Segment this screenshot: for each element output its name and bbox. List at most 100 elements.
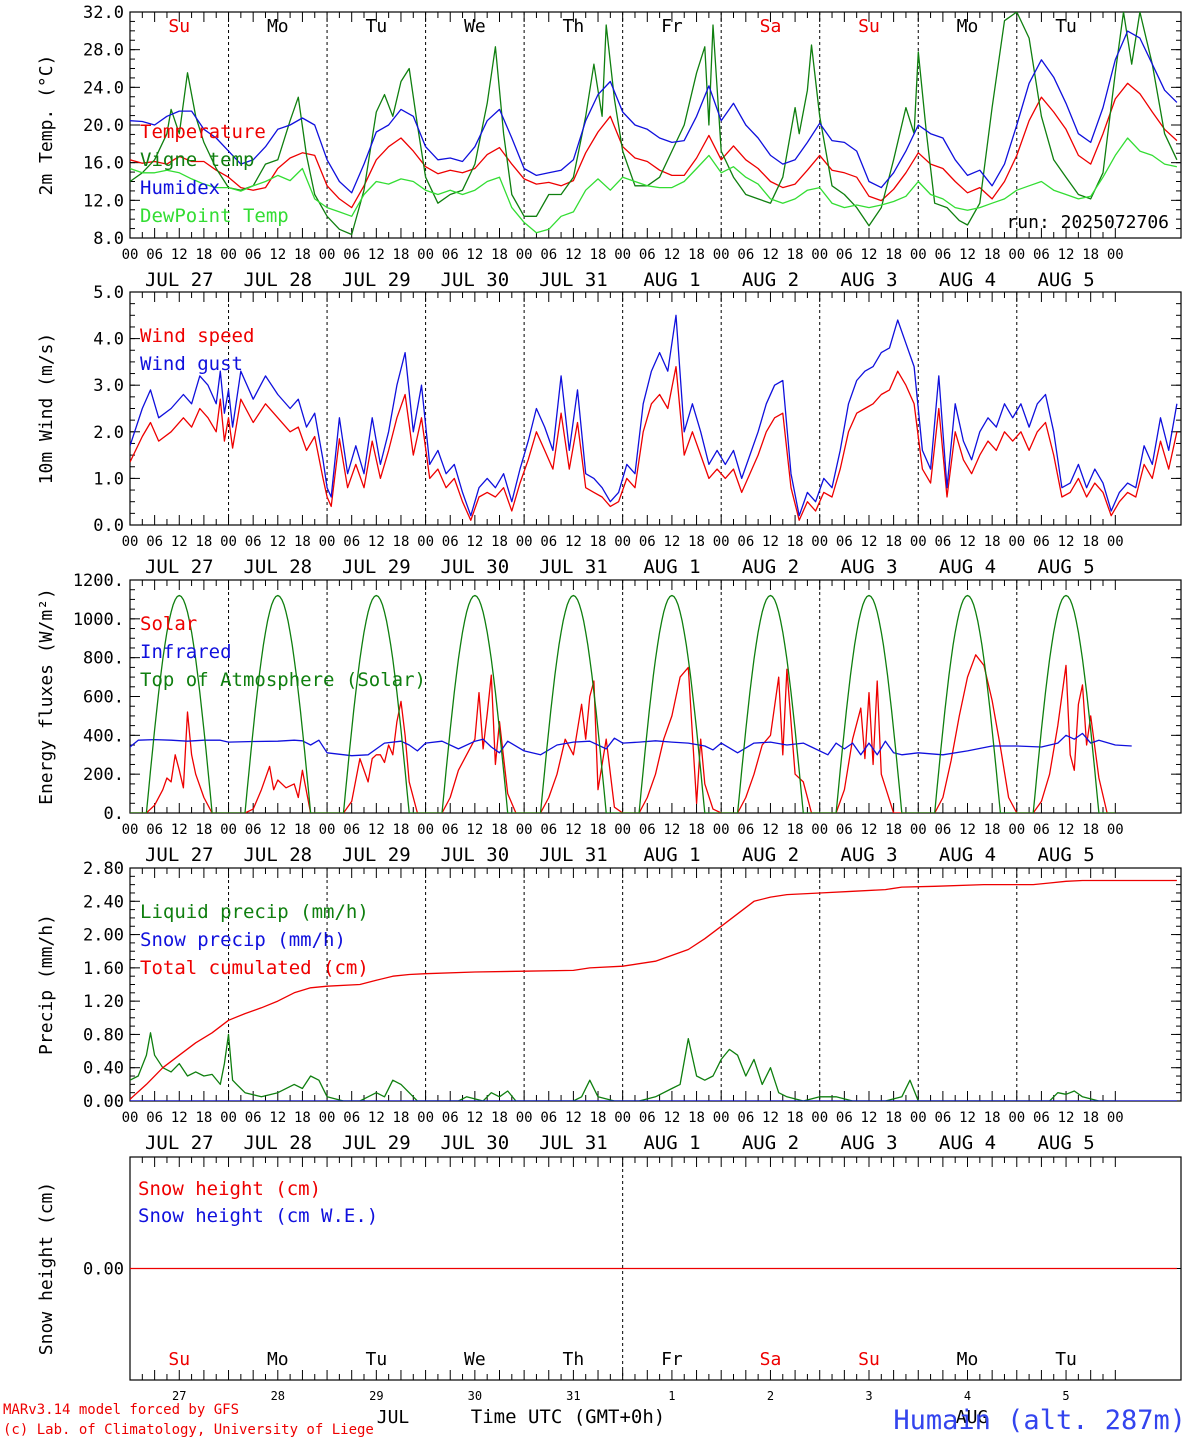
hour-label: 00 — [1008, 534, 1025, 550]
date-label: AUG 5 — [1037, 269, 1094, 291]
date-label: AUG 3 — [840, 556, 897, 578]
weekday-label: Mo — [267, 16, 289, 37]
y-tick-label: 3.0 — [93, 376, 124, 396]
hour-label: 12 — [565, 534, 582, 550]
series-group — [130, 879, 1177, 1101]
date-label: JUL 27 — [145, 1132, 214, 1154]
legend-vigne-temp: Vigne temp — [140, 149, 254, 171]
hour-label: 06 — [442, 534, 459, 550]
date-label: AUG 5 — [1037, 556, 1094, 578]
hour-label: 12 — [861, 1110, 878, 1126]
plot-frame — [129, 291, 1182, 526]
hour-label: 00 — [122, 822, 139, 838]
hour-label: 06 — [442, 247, 459, 263]
hour-label: 18 — [984, 247, 1001, 263]
hour-label: 06 — [1033, 822, 1050, 838]
hour-label: 12 — [466, 1110, 483, 1126]
hour-label: 18 — [1082, 247, 1099, 263]
date-label: AUG 5 — [1037, 844, 1094, 866]
hour-label: 12 — [171, 1110, 188, 1126]
month-jul-label: JUL — [377, 1407, 410, 1428]
date-label: JUL 28 — [243, 844, 312, 866]
hour-label: 18 — [688, 534, 705, 550]
hour-label: 06 — [343, 1110, 360, 1126]
legend-wind-gust: Wind gust — [140, 353, 243, 375]
date-label: AUG 4 — [939, 1132, 996, 1154]
y-tick-label: 200. — [83, 765, 124, 785]
hour-label: 18 — [590, 534, 607, 550]
hour-label: 18 — [393, 1110, 410, 1126]
hour-label: 00 — [319, 247, 336, 263]
series-line-wind-speed — [130, 365, 1178, 521]
weekday-label: Tu — [365, 16, 387, 37]
hour-label: 18 — [393, 247, 410, 263]
hour-label: 18 — [393, 822, 410, 838]
hour-label: 06 — [146, 1110, 163, 1126]
hour-label: 00 — [614, 247, 631, 263]
date-label: AUG 4 — [939, 269, 996, 291]
series-line-dewpoint-temp — [130, 137, 1178, 234]
hour-label: 12 — [762, 247, 779, 263]
day-number-label: 28 — [271, 1389, 285, 1403]
y-tick-label: 24.0 — [83, 78, 124, 98]
hour-label: 00 — [811, 1110, 828, 1126]
date-label: AUG 3 — [840, 269, 897, 291]
hour-label: 06 — [836, 534, 853, 550]
hour-label: 12 — [466, 247, 483, 263]
hour-label: 00 — [516, 822, 533, 838]
hour-label: 00 — [417, 247, 434, 263]
y-tick-label: 0. — [104, 804, 124, 824]
hour-label: 00 — [516, 534, 533, 550]
hour-label: 18 — [590, 822, 607, 838]
hour-label: 00 — [811, 822, 828, 838]
hour-label: 12 — [368, 822, 385, 838]
series-line-liquid-precip-mm-h — [130, 1032, 1116, 1101]
y-axis-label: 2m Temp. (°C) — [36, 55, 57, 196]
y-tick-label: 2.0 — [93, 423, 124, 443]
plot-frame — [129, 579, 1182, 814]
date-label: JUL 29 — [342, 1132, 411, 1154]
hour-label: 06 — [540, 1110, 557, 1126]
hour-label: 18 — [984, 822, 1001, 838]
y-tick-label: 32.0 — [83, 3, 124, 23]
panel-2: 0.0 1.0 2.0 3.0 4.0 5.0 10m Wind (m/s) 00 06 12 18… — [36, 283, 1182, 578]
hour-label: 00 — [417, 1110, 434, 1126]
x-axis-title: Time UTC (GMT+0h) — [471, 1406, 665, 1428]
hour-label: 06 — [343, 534, 360, 550]
series-line-wind-gust — [130, 314, 1178, 517]
hour-label: 18 — [294, 822, 311, 838]
hour-label: 12 — [1058, 534, 1075, 550]
hour-label: 12 — [663, 534, 680, 550]
series-line-total-cumulated-cm — [130, 879, 1177, 1100]
hour-label: 00 — [713, 534, 730, 550]
date-label: JUL 27 — [145, 269, 214, 291]
hour-label: 06 — [737, 1110, 754, 1126]
hour-label: 18 — [294, 247, 311, 263]
date-label: AUG 2 — [742, 844, 799, 866]
date-label: JUL 30 — [441, 1132, 510, 1154]
day-number-label: 30 — [468, 1389, 482, 1403]
y-tick-label: 4.0 — [93, 330, 124, 350]
date-label: AUG 4 — [939, 556, 996, 578]
hour-label: 12 — [1058, 1110, 1075, 1126]
y-tick-label: 0.00 — [83, 1260, 124, 1280]
hour-label: 06 — [146, 247, 163, 263]
hour-label: 18 — [1082, 1110, 1099, 1126]
hour-label: 18 — [787, 822, 804, 838]
y-tick-label: 1.0 — [93, 469, 124, 489]
weekday-label: Fr — [661, 1349, 683, 1370]
hour-label: 12 — [861, 247, 878, 263]
hour-label: 06 — [540, 822, 557, 838]
y-tick-label: 1200. — [73, 571, 124, 591]
hour-label: 12 — [959, 1110, 976, 1126]
date-label: JUL 29 — [342, 844, 411, 866]
hour-label: 06 — [639, 534, 656, 550]
day-number-label: 5 — [1062, 1389, 1069, 1403]
day-number-label: 3 — [865, 1389, 872, 1403]
hour-label: 00 — [417, 822, 434, 838]
hour-label: 18 — [294, 534, 311, 550]
y-tick-label: 800. — [83, 649, 124, 669]
legend-snow-height-cm: Snow height (cm) — [138, 1178, 321, 1200]
